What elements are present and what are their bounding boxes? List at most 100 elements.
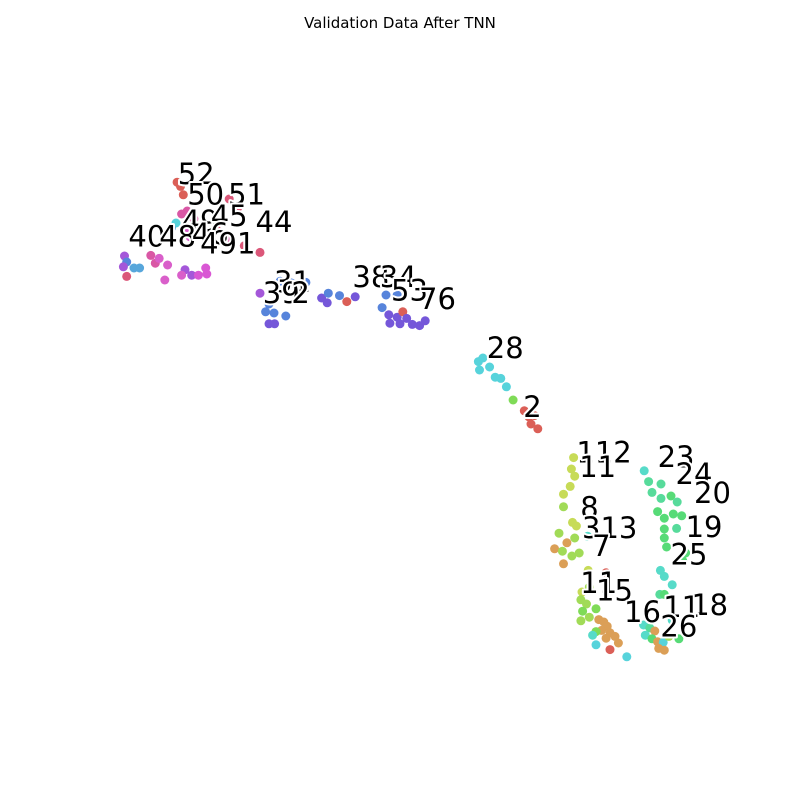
data-point: [189, 214, 199, 224]
data-point: [578, 606, 588, 616]
data-point: [565, 481, 575, 491]
data-point: [395, 319, 405, 329]
data-point: [659, 645, 669, 655]
data-point: [659, 571, 669, 581]
cluster-label: 11: [580, 566, 617, 600]
data-point: [177, 270, 187, 280]
cluster-label: 26: [660, 609, 697, 643]
data-point: [664, 631, 674, 641]
data-point: [322, 298, 332, 308]
cluster-label: 48: [159, 219, 196, 253]
data-point: [667, 615, 677, 625]
data-point: [582, 599, 591, 609]
cluster-label: 20: [694, 476, 731, 510]
data-point: [122, 271, 132, 281]
data-point: [550, 544, 560, 554]
data-point: [639, 466, 649, 476]
cluster-label: 23: [658, 440, 695, 474]
data-point: [402, 313, 412, 323]
data-point: [478, 353, 488, 363]
data-point: [562, 538, 572, 548]
data-point: [601, 633, 611, 643]
data-point: [420, 316, 430, 326]
data-point: [659, 513, 669, 523]
cluster-label: 76: [419, 282, 456, 316]
cluster-label: 44: [256, 205, 293, 239]
data-point: [224, 194, 234, 204]
data-point: [407, 319, 417, 329]
data-point: [508, 395, 518, 405]
data-point: [193, 270, 203, 280]
cluster-label: 39: [263, 276, 300, 310]
cluster-label: 18: [691, 588, 728, 622]
data-point: [567, 551, 577, 561]
cluster-label: 45: [211, 199, 248, 233]
data-point: [261, 307, 271, 317]
cluster-label: 19: [686, 510, 723, 544]
data-point: [176, 181, 185, 191]
cluster-label: 34: [380, 260, 417, 294]
cluster-label: 11: [663, 590, 700, 624]
data-point: [650, 626, 660, 636]
data-point: [392, 290, 402, 300]
data-points: [118, 177, 691, 662]
data-point: [659, 589, 669, 599]
cluster-label: 49: [182, 204, 219, 238]
data-point: [154, 253, 164, 263]
data-point: [255, 247, 265, 257]
data-point: [160, 275, 170, 285]
data-point: [323, 288, 333, 298]
chart-title: Validation Data After TNN: [304, 14, 496, 32]
data-point: [601, 568, 611, 578]
data-point: [667, 580, 677, 590]
cluster-label: 112: [576, 435, 631, 469]
cluster-label: 40: [128, 219, 165, 253]
data-point: [475, 365, 484, 375]
cluster-label: 2: [523, 390, 541, 424]
data-point: [381, 290, 391, 300]
data-point: [335, 291, 344, 301]
cluster-label: 15: [596, 573, 633, 607]
cluster-label: 38: [352, 260, 389, 294]
data-point: [377, 303, 387, 313]
data-point: [180, 226, 190, 236]
data-point: [385, 318, 395, 328]
data-point: [559, 489, 568, 499]
data-point: [202, 229, 212, 239]
cluster-label: 491: [200, 227, 255, 261]
data-point: [678, 556, 688, 566]
data-point: [659, 533, 669, 543]
data-point: [644, 477, 654, 487]
cluster-label: 2: [291, 276, 309, 310]
data-point: [135, 263, 145, 273]
data-point: [212, 221, 222, 231]
data-point: [662, 542, 672, 552]
data-point: [233, 203, 243, 213]
data-point: [584, 582, 594, 592]
data-point: [570, 533, 580, 543]
data-point: [163, 260, 173, 270]
cluster-label: 53: [391, 273, 428, 307]
data-point: [221, 234, 231, 244]
data-point: [591, 640, 601, 650]
data-point: [533, 424, 543, 434]
data-point: [622, 652, 632, 662]
data-point: [566, 464, 576, 474]
data-point: [496, 373, 506, 383]
data-point: [640, 630, 650, 640]
data-point: [554, 528, 564, 538]
data-point: [384, 310, 394, 320]
data-point: [275, 276, 285, 286]
data-point: [501, 382, 511, 392]
data-point: [350, 292, 360, 302]
data-point: [301, 277, 311, 287]
cluster-label: 24: [676, 457, 713, 491]
data-point: [559, 559, 568, 569]
data-point: [118, 262, 128, 272]
cluster-label: 25: [671, 537, 708, 571]
data-point: [269, 308, 279, 318]
data-point: [526, 419, 536, 429]
data-point: [286, 278, 296, 288]
data-point: [239, 241, 249, 251]
data-point: [569, 453, 579, 463]
